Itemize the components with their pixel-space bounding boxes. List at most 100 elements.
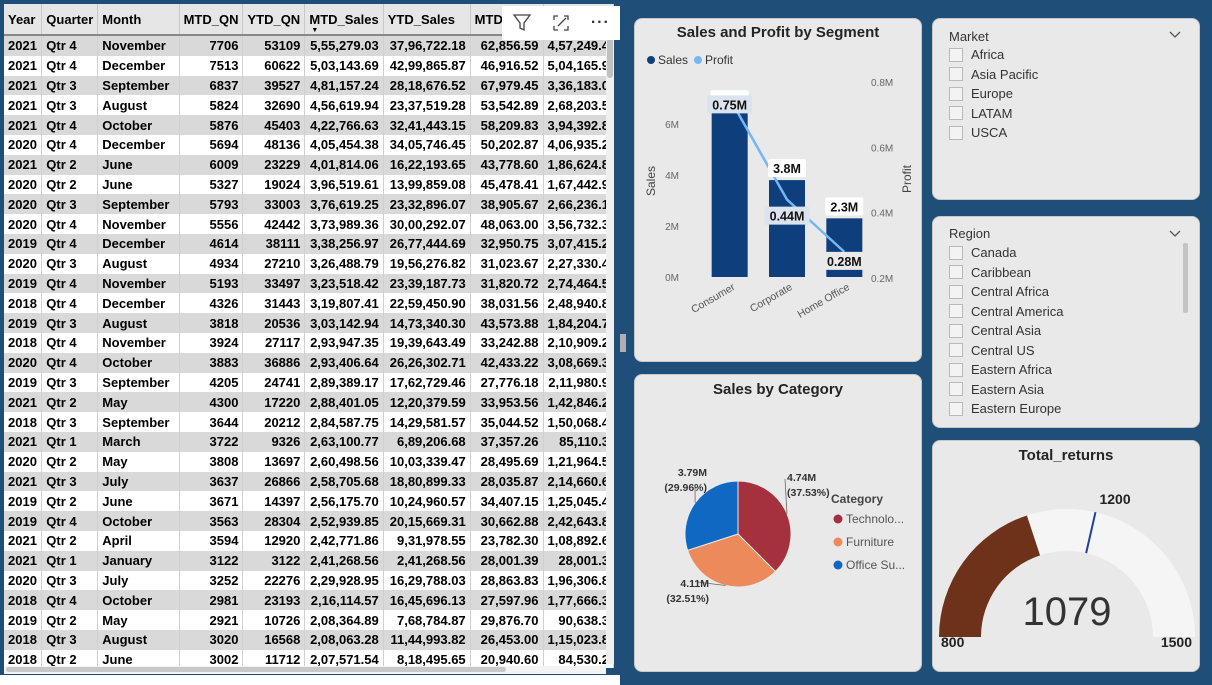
more-options-icon[interactable]: ··· <box>590 14 610 31</box>
checkbox[interactable] <box>949 401 963 416</box>
column-header-month[interactable]: Month <box>97 4 180 36</box>
table-row[interactable]: 2018 Qtr 2 June 3002 11712 2,07,571.54 8,18,49… <box>4 649 614 668</box>
table-row[interactable]: 2021 Qtr 4 October 5876 45403 4,22,766.63 32,4… <box>4 115 614 135</box>
checkbox[interactable] <box>949 382 963 396</box>
table-row[interactable]: 2021 Qtr 3 July 3637 26866 2,58,705.68 18,80,8… <box>4 471 614 492</box>
market-item[interactable]: Asia Pacific <box>949 67 1038 82</box>
checkbox[interactable] <box>949 125 963 140</box>
table-row[interactable]: 2019 Qtr 3 August 3818 20536 3,03,142.94 14,73… <box>4 313 614 333</box>
sales-profit-by-segment-chart[interactable]: Sales and Profit by Segment Sales Profit 0… <box>634 18 922 362</box>
market-slicer[interactable]: Market Africa Asia Pacific Europe LATAM USCA <box>932 18 1200 200</box>
checkbox[interactable] <box>949 47 963 62</box>
region-item[interactable]: Canada <box>949 245 1017 260</box>
total-returns-gauge[interactable]: Total_returns 1200 1079 800 1500 <box>932 440 1200 672</box>
table-row[interactable]: 2019 Qtr 2 June 3671 14397 2,56,175.70 10,24,9… <box>4 491 614 512</box>
market-item[interactable]: Africa <box>949 47 1004 62</box>
table-cell: 14,29,581.57 <box>383 412 471 432</box>
region-item[interactable]: Central America <box>949 304 1063 319</box>
market-item[interactable]: USCA <box>949 125 1007 140</box>
table-cell: 5,55,279.03 <box>304 35 384 56</box>
checkbox[interactable] <box>949 284 963 299</box>
table-row[interactable]: 2020 Qtr 2 May 3808 13697 2,60,498.56 10,03,33… <box>4 451 614 472</box>
table-horizontal-scrollbar[interactable] <box>4 666 606 674</box>
table-row[interactable]: 2018 Qtr 4 November 3924 27117 2,93,947.35 19,… <box>4 332 614 353</box>
scroll-thumb-horizontal[interactable] <box>6 667 506 672</box>
chevron-down-icon[interactable] <box>1169 27 1181 42</box>
region-item[interactable]: Eastern Africa <box>949 362 1052 377</box>
checkbox[interactable] <box>949 245 963 260</box>
table-row[interactable]: 2021 Qtr 3 August 5824 32690 4,56,619.94 23,37… <box>4 95 614 116</box>
checkbox[interactable] <box>949 106 963 120</box>
table-row[interactable]: 2018 Qtr 3 September 3644 20212 2,84,587.75 14… <box>4 412 614 432</box>
table-visual[interactable]: Year Quarter Month MTD_QN YTD_QN MTD_Sales ▼ YT… <box>0 0 620 675</box>
table-cell: 7513 <box>179 55 244 76</box>
table-cell: March <box>97 431 180 452</box>
sales-by-category-chart[interactable]: Sales by Category 4.74M (37.53%) 3.79M (29.… <box>634 374 922 672</box>
table-cell: 33003 <box>242 194 306 215</box>
table-row[interactable]: 2021 Qtr 4 November 7706 53109 5,55,279.03 37,… <box>4 35 614 56</box>
table-row[interactable]: 2021 Qtr 1 March 3722 9326 2,63,100.77 6,89,20… <box>4 431 614 452</box>
checkbox[interactable] <box>949 323 963 338</box>
table-row[interactable]: 2021 Qtr 2 June 6009 23229 4,01,814.06 16,22,1… <box>4 154 614 175</box>
market-item[interactable]: Europe <box>949 86 1013 101</box>
table-row[interactable]: 2020 Qtr 3 August 4934 27210 3,26,488.79 19,56… <box>4 253 614 274</box>
region-item[interactable]: Central Asia <box>949 323 1041 338</box>
table-cell: 22276 <box>242 570 306 591</box>
column-header-quarter[interactable]: Quarter <box>41 4 99 36</box>
table-cell: 2019 <box>4 491 43 512</box>
column-header-ytd-sales[interactable]: YTD_Sales <box>383 4 471 36</box>
table-cell: 23,37,519.28 <box>383 95 471 116</box>
chevron-down-icon[interactable] <box>1169 226 1181 241</box>
checkbox[interactable] <box>949 343 963 357</box>
filter-icon[interactable] <box>507 8 537 38</box>
table-cell: Qtr 1 <box>41 431 99 452</box>
table-row[interactable]: 2020 Qtr 4 October 3883 36886 2,93,406.64 26,2… <box>4 352 614 373</box>
table-row[interactable]: 2018 Qtr 4 October 2981 23193 2,16,114.57 16,4… <box>4 590 614 611</box>
checkbox[interactable] <box>949 86 963 101</box>
table-cell: 3808 <box>179 451 244 472</box>
table-row[interactable]: 2020 Qtr 2 June 5327 19024 3,96,519.61 13,99,8… <box>4 174 614 195</box>
table-row[interactable]: 2021 Qtr 4 December 7513 60622 5,03,143.69 42,… <box>4 55 614 76</box>
table-cell: 2018 <box>4 293 43 314</box>
checkbox[interactable] <box>949 304 963 318</box>
focus-mode-icon[interactable] <box>546 8 576 38</box>
table-row[interactable]: 2021 Qtr 2 April 3594 12920 2,42,771.86 9,31,9… <box>4 530 614 551</box>
table-row[interactable]: 2019 Qtr 2 May 2921 10726 2,08,364.89 7,68,784… <box>4 610 614 630</box>
table-row[interactable]: 2020 Qtr 3 July 3252 22276 2,29,928.95 16,29,7… <box>4 570 614 591</box>
checkbox[interactable] <box>949 362 963 377</box>
slicer-scrollbar[interactable] <box>1183 243 1188 313</box>
region-item-label: Caribbean <box>971 264 1031 280</box>
checkbox[interactable] <box>949 67 963 81</box>
table-cell: 14397 <box>242 491 306 512</box>
table-row[interactable]: 2021 Qtr 1 January 3122 3122 2,41,268.56 2,41,… <box>4 550 614 571</box>
table-row[interactable]: 2019 Qtr 4 October 3563 28304 2,52,939.85 20,1… <box>4 511 614 531</box>
region-slicer[interactable]: Region Canada Caribbean Central Africa Cent… <box>932 216 1200 428</box>
table-row[interactable]: 2019 Qtr 3 September 4205 24741 2,89,389.17 17… <box>4 372 614 393</box>
region-item[interactable]: Central Africa <box>949 284 1049 299</box>
table-row[interactable]: 2019 Qtr 4 November 5193 33497 3,23,518.42 23,… <box>4 273 614 294</box>
column-header-ytd-qn[interactable]: YTD_QN <box>242 4 306 36</box>
table-cell: Qtr 3 <box>41 194 99 215</box>
table-row[interactable]: 2020 Qtr 4 December 5694 48136 4,05,454.38 34,… <box>4 134 614 155</box>
column-header-mtd-sales[interactable]: MTD_Sales ▼ <box>304 4 384 36</box>
table-row[interactable]: 2021 Qtr 2 May 4300 17220 2,88,401.05 12,20,37… <box>4 392 614 413</box>
column-header-year[interactable]: Year <box>4 4 43 36</box>
table-vertical-scrollbar[interactable] <box>606 36 614 664</box>
resize-handle[interactable] <box>620 334 626 352</box>
table-cell: Qtr 2 <box>41 392 99 413</box>
checkbox[interactable] <box>949 265 963 279</box>
table-row[interactable]: 2021 Qtr 3 September 6837 39527 4,81,157.24 28… <box>4 75 614 96</box>
region-item[interactable]: Central US <box>949 343 1035 358</box>
sort-descending-icon[interactable]: ▼ <box>311 27 319 34</box>
table-row[interactable]: 2020 Qtr 4 November 5556 42442 3,73,989.36 30,… <box>4 214 614 234</box>
table-row[interactable]: 2020 Qtr 3 September 5793 33003 3,76,619.25 23… <box>4 194 614 215</box>
table-row[interactable]: 2018 Qtr 4 December 4326 31443 3,19,807.41 22,… <box>4 293 614 314</box>
region-item[interactable]: Eastern Europe <box>949 401 1061 416</box>
market-item[interactable]: LATAM <box>949 106 1012 121</box>
table-row[interactable]: 2019 Qtr 4 December 4614 38111 3,38,256.97 26,… <box>4 233 614 254</box>
region-item[interactable]: Eastern Asia <box>949 382 1044 397</box>
table-row[interactable]: 2018 Qtr 3 August 3020 16568 2,08,063.28 11,44… <box>4 629 614 650</box>
scroll-thumb[interactable] <box>607 38 613 78</box>
region-item[interactable]: Caribbean <box>949 265 1031 280</box>
column-header-mtd-qn[interactable]: MTD_QN <box>179 4 244 36</box>
